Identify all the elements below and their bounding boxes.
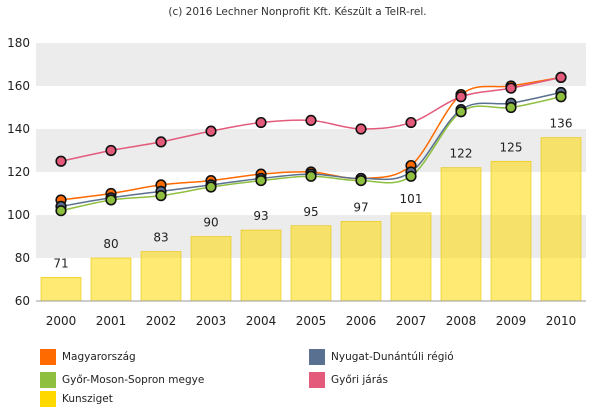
legend: Magyarország Nyugat-Dunántúli régió Győr… [0,345,595,415]
x-tick-label: 2010 [546,314,577,328]
bar-value-label: 90 [203,216,218,230]
line-point [305,170,317,182]
legend-item-kunsziget: Kunsziget [40,391,113,407]
legend-swatch [40,372,56,388]
x-tick-label: 2000 [46,314,77,328]
bar-value-label: 83 [153,231,168,245]
line-point [505,82,517,94]
bar [290,225,332,302]
line-point [205,181,217,193]
line-point [105,194,117,206]
bar-value-label: 95 [303,205,318,219]
bar [390,212,432,302]
legend-swatch [309,349,325,365]
bar [140,251,182,302]
line-point [355,175,367,187]
bar [490,160,532,302]
line-point [55,155,67,167]
legend-label: Kunsziget [62,393,113,405]
legend-item-gyori-jaras: Győri járás [309,372,388,388]
x-tick-label: 2001 [96,314,127,328]
y-tick-label: 60 [15,294,30,308]
legend-label: Győri járás [331,374,388,386]
line-point [205,125,217,137]
y-tick-label: 180 [7,36,30,50]
grid-band [36,43,586,86]
line-point [405,116,417,129]
legend-item-nyugat-dunantuli-regio: Nyugat-Dunántúli régió [309,349,454,365]
line-point [105,144,117,157]
y-tick-label: 100 [7,208,30,222]
y-tick-label: 120 [7,165,30,179]
x-tick-label: 2007 [396,314,427,328]
bar-value-label: 80 [103,237,118,251]
bar-value-label: 101 [400,192,423,206]
chart: 60 80 100 120 140 160 180 2000 2001 2002 2003 2004 2… [7,36,586,328]
bar [90,257,132,302]
legend-swatch [40,349,56,365]
y-tick-label: 80 [15,251,30,265]
legend-swatch [309,372,325,388]
line-point [505,101,517,114]
legend-item-magyarorszag: Magyarország [40,349,136,365]
line-point [155,190,167,202]
line-point [155,136,167,148]
line-point [55,205,67,217]
legend-swatch [40,391,56,407]
x-tick-label: 2003 [196,314,227,328]
bar [540,137,582,302]
bar-value-label: 125 [500,140,523,154]
credit-text: (c) 2016 Lechner Nonprofit Kft. Készült … [168,6,427,18]
legend-label: Győr-Moson-Sopron megye [62,374,205,386]
line-point [455,106,467,118]
bar-value-label: 122 [450,147,473,161]
line-point [355,123,367,135]
line-point [555,71,567,83]
bar-value-label: 71 [53,256,68,270]
line-point [305,114,317,126]
bar-value-label: 97 [353,200,368,214]
bar [190,236,232,302]
x-tick-label: 2006 [346,314,377,328]
bar-value-label: 93 [253,209,268,223]
bar [340,221,382,302]
line-point [255,175,267,187]
line-point [555,91,567,103]
line-point [455,91,467,103]
bar-value-label: 136 [550,117,573,131]
x-tick-label: 2004 [246,314,277,328]
bar [440,167,482,302]
bar [240,229,282,302]
legend-label: Nyugat-Dunántúli régió [331,351,454,363]
y-tick-label: 140 [7,122,30,136]
y-tick-label: 160 [7,79,30,93]
legend-label: Magyarország [62,351,136,363]
x-tick-label: 2002 [146,314,177,328]
bar [40,277,82,302]
legend-item-gyor-moson-sopron-megye: Győr-Moson-Sopron megye [40,372,204,388]
x-tick-label: 2005 [296,314,327,328]
x-tick-label: 2009 [496,314,527,328]
x-tick-label: 2008 [446,314,477,328]
line-point [255,116,267,129]
line-point [405,170,417,182]
